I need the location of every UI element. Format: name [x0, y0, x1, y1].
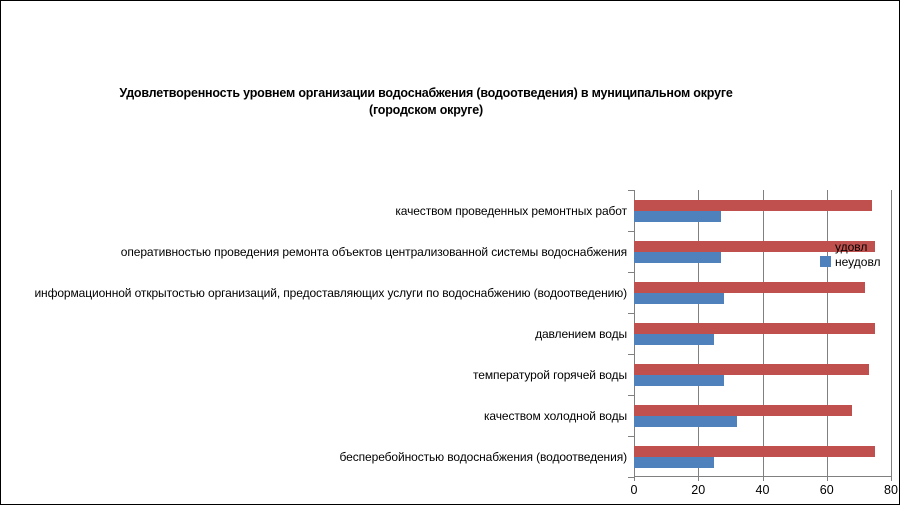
legend-item-неудовл: неудовл	[820, 254, 881, 269]
category-label: давлением воды	[535, 326, 627, 341]
value-axis-tick	[891, 476, 892, 481]
gridline	[762, 190, 764, 477]
bar-удовл	[634, 445, 875, 457]
chart-title-line2: (городском округе)	[369, 103, 483, 117]
value-axis-tick	[762, 476, 764, 481]
value-axis-tick-label: 40	[755, 483, 770, 497]
legend-item-удовл: удовл	[820, 239, 881, 254]
bar-удовл	[634, 322, 875, 334]
category-axis-tick	[628, 272, 634, 273]
value-axis-tick-label: 0	[630, 483, 638, 497]
bar-удовл	[634, 363, 869, 375]
value-axis-tick-label: 20	[691, 483, 706, 497]
bar-удовл	[634, 281, 866, 293]
legend-label: неудовл	[835, 254, 881, 269]
category-label: качеством холодной воды	[484, 408, 627, 423]
category-label: бесперебойностью водоснабжения (водоотве…	[339, 449, 628, 464]
bar-неудовл	[634, 251, 721, 263]
value-axis-tick	[634, 476, 635, 481]
bar-неудовл	[634, 210, 721, 222]
chart-title-line1: Удовлетворенность уровнем организации во…	[119, 86, 733, 100]
gridline	[826, 190, 828, 477]
bar-удовл	[634, 199, 872, 211]
chart-title: Удовлетворенность уровнем организации во…	[1, 85, 851, 119]
bar-удовл	[634, 404, 853, 416]
legend-label: удовл	[835, 239, 868, 254]
gridline	[891, 190, 892, 477]
category-axis-tick	[628, 190, 634, 191]
value-axis-tick	[698, 476, 700, 481]
category-label: оперативностью проведения ремонта объект…	[120, 244, 627, 259]
value-axis-tick	[826, 476, 828, 481]
bar-неудовл	[634, 374, 724, 386]
category-axis-tick	[628, 436, 634, 437]
value-axis-tick-label: 80	[884, 483, 898, 497]
bar-удовл	[634, 240, 875, 252]
category-axis-tick	[628, 313, 634, 314]
category-axis-tick	[628, 477, 634, 478]
legend-swatch-icon	[820, 241, 831, 252]
bar-неудовл	[634, 415, 737, 427]
bar-неудовл	[634, 333, 715, 345]
category-axis-tick	[628, 231, 634, 232]
bar-неудовл	[634, 456, 715, 468]
category-axis-tick	[628, 354, 634, 355]
legend-swatch-icon	[820, 256, 831, 267]
plot-area	[628, 190, 892, 478]
category-label: информационной открытостью организаций, …	[34, 285, 627, 300]
legend: удовл неудовл	[820, 239, 881, 269]
bar-неудовл	[634, 292, 724, 304]
category-label: температурой горячей воды	[473, 367, 627, 382]
category-label: качеством проведенных ремонтных работ	[395, 203, 627, 218]
value-axis-tick-label: 60	[819, 483, 834, 497]
category-axis-tick	[628, 395, 634, 396]
